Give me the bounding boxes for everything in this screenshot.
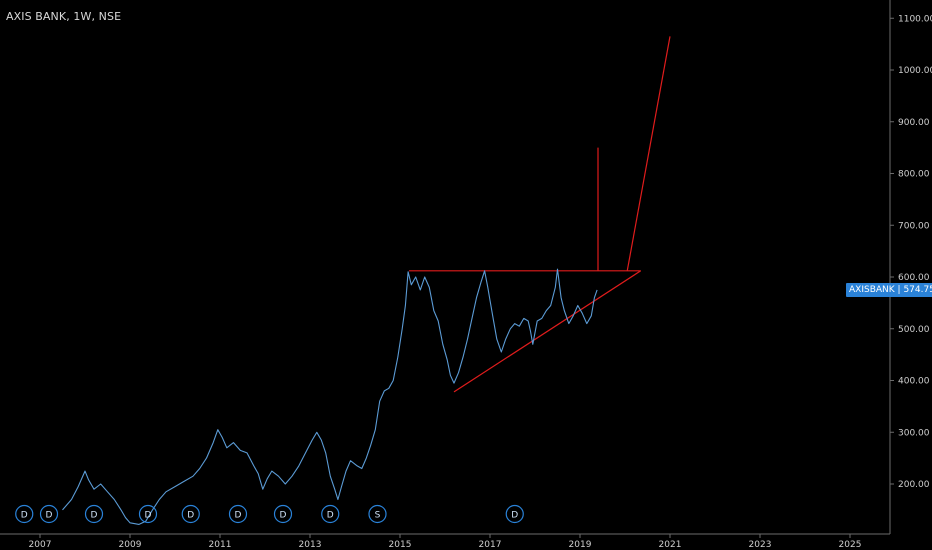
y-tick-label: 1000.00	[898, 66, 932, 76]
y-tick-label: 300.00	[898, 428, 930, 438]
x-tick-label: 2009	[119, 540, 142, 550]
event-marker-label: S	[375, 511, 381, 521]
x-tick-label: 2021	[659, 540, 682, 550]
chart-title: AXIS BANK, 1W, NSE	[6, 10, 122, 23]
event-marker-label: D	[187, 511, 194, 521]
y-tick-label: 500.00	[898, 325, 930, 335]
price-series	[62, 268, 598, 525]
trendline-drawings[interactable]	[409, 36, 671, 393]
event-marker-circle	[138, 504, 158, 524]
ticker-symbol: AXISBANK	[849, 285, 895, 296]
event-marker-label: D	[46, 511, 53, 521]
x-tick-label: 2017	[479, 540, 502, 550]
event-marker-circle	[273, 504, 293, 524]
x-tick-label: 2007	[29, 540, 52, 550]
event-marker-circle	[228, 504, 248, 524]
x-tick-label: 2011	[209, 540, 232, 550]
event-marker-label: D	[91, 511, 98, 521]
event-marker-label: D	[511, 511, 518, 521]
event-marker-label: D	[145, 511, 152, 521]
y-tick-label: 600.00	[898, 273, 930, 283]
event-marker-circle	[39, 504, 59, 524]
trendline-3	[626, 36, 671, 271]
current-price-label: AXISBANK | 574.75	[846, 283, 932, 298]
y-tick-label: 700.00	[898, 221, 930, 231]
x-tick-label: 2015	[389, 540, 412, 550]
price-line	[62, 268, 598, 525]
event-marker-label: D	[235, 511, 242, 521]
event-marker-circle	[15, 504, 34, 524]
x-tick-label: 2025	[839, 540, 862, 550]
y-tick-label: 1100.00	[898, 14, 932, 24]
y-tick-label: 800.00	[898, 170, 930, 180]
ticker-separator: |	[897, 285, 904, 296]
event-marker-circle	[181, 504, 200, 524]
event-marker-label: D	[280, 511, 287, 521]
event-marker-label: D	[21, 511, 28, 521]
trendline-1	[453, 270, 642, 393]
x-tick-label: 2023	[749, 540, 772, 550]
event-marker-circle	[84, 504, 104, 524]
event-marker-label: D	[327, 511, 334, 521]
x-tick-label: 2019	[569, 540, 592, 550]
ticker-price: 574.75	[903, 285, 932, 296]
event-marker-circle	[368, 504, 387, 524]
y-tick-label: 400.00	[898, 377, 930, 387]
y-tick-label: 900.00	[898, 118, 930, 128]
event-marker-circle	[505, 504, 524, 524]
event-marker-circle	[321, 504, 340, 524]
y-tick-label: 200.00	[898, 480, 930, 490]
x-tick-label: 2013	[299, 540, 322, 550]
